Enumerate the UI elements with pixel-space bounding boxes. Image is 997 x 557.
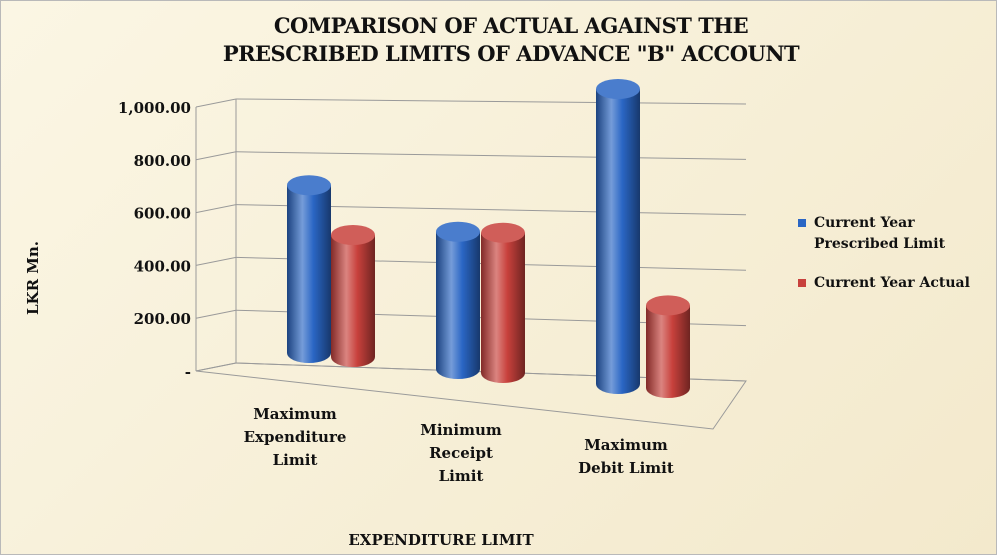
bar-body-0-0 bbox=[287, 185, 331, 363]
bar-0-0 bbox=[287, 175, 331, 363]
gridline-side-1 bbox=[195, 309, 237, 319]
legend-swatch-actual bbox=[798, 279, 806, 287]
bar-body-1-0 bbox=[436, 231, 480, 379]
gridline-side-5 bbox=[195, 98, 237, 108]
bar-2-1 bbox=[646, 295, 690, 398]
gridline-side-2 bbox=[195, 256, 237, 266]
x-tick-label-0-line-0: Maximum bbox=[253, 405, 337, 423]
x-tick-label-1-line-0: Minimum bbox=[420, 421, 502, 439]
y-tick-label-1: 200.00 bbox=[134, 310, 191, 328]
x-tick-label-0-line-2: Limit bbox=[272, 451, 318, 469]
x-axis-title: EXPENDITURE LIMIT bbox=[348, 531, 534, 549]
gridline-side-3 bbox=[195, 204, 237, 214]
legend-label-prescribed: Current Year Prescribed Limit bbox=[814, 215, 946, 252]
chart-title-line-1: COMPARISON OF ACTUAL AGAINST THE bbox=[273, 13, 749, 38]
bar-top-0-1 bbox=[331, 225, 375, 245]
x-tick-label-2-line-1: Debit Limit bbox=[578, 459, 674, 477]
y-axis-title: LKR Mn. bbox=[24, 240, 42, 316]
y-tick-label-0: - bbox=[185, 363, 191, 381]
bar-body-1-1 bbox=[481, 232, 525, 383]
bar-1-1 bbox=[481, 222, 525, 383]
y-tick-label-5: 1,000.00 bbox=[118, 99, 191, 117]
gridline-side-4 bbox=[195, 151, 237, 161]
y-tick-label-2: 400.00 bbox=[134, 257, 191, 275]
bar-top-1-0 bbox=[436, 221, 480, 242]
bar-top-2-0 bbox=[596, 79, 640, 99]
bar-0-1 bbox=[331, 225, 375, 367]
chart-title-line-2: PRESCRIBED LIMITS OF ADVANCE "B" ACCOUNT bbox=[222, 41, 800, 66]
gridline-4 bbox=[235, 151, 747, 160]
legend-label-actual: Current Year Actual bbox=[814, 275, 970, 291]
x-tick-label-0-line-1: Expenditure bbox=[243, 428, 347, 446]
x-tick-label-2: Maximum Debit Limit bbox=[561, 434, 691, 480]
bar-top-0-0 bbox=[287, 175, 331, 196]
floor-plane bbox=[195, 362, 747, 430]
bar-top-1-1 bbox=[481, 222, 525, 243]
x-tick-label-1: Minimum Receipt Limit bbox=[396, 419, 526, 488]
bar-body-2-1 bbox=[646, 305, 690, 398]
x-tick-label-1-line-1: Receipt bbox=[429, 444, 493, 462]
x-tick-label-0: Maximum Expenditure Limit bbox=[230, 403, 360, 472]
y-tick-label-4: 800.00 bbox=[134, 152, 191, 170]
legend-swatch-prescribed bbox=[798, 219, 806, 227]
bar-body-0-1 bbox=[331, 235, 375, 367]
x-tick-label-1-line-2: Limit bbox=[438, 467, 484, 485]
bar-top-2-1 bbox=[646, 295, 690, 316]
gridline-5 bbox=[235, 98, 747, 105]
x-tick-label-2-line-0: Maximum bbox=[584, 436, 668, 454]
bar-body-2-0 bbox=[596, 89, 640, 394]
bar-1-0 bbox=[436, 221, 480, 379]
y-tick-label-3: 600.00 bbox=[134, 205, 191, 223]
bar-2-0 bbox=[596, 79, 640, 394]
